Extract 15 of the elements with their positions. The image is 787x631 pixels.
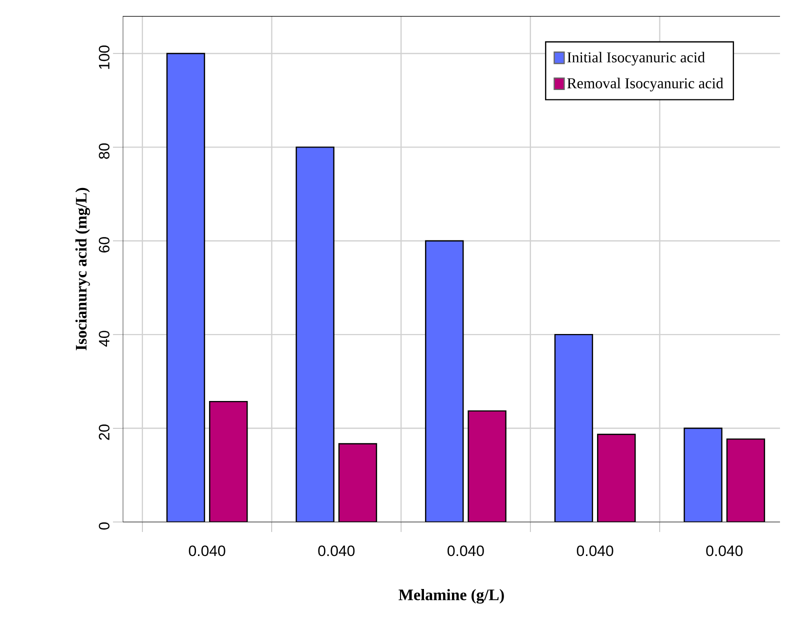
y-tick-label: 80	[98, 143, 110, 159]
legend-label: Initial Isocyanuric acid	[567, 52, 705, 66]
x-tick-label: 0.040	[576, 546, 614, 556]
x-axis-title: Melamine (g/L)	[398, 589, 504, 604]
y-tick-label: 20	[98, 424, 110, 440]
y-axis-title: Isocianuryc acid (mg/L)	[75, 188, 90, 350]
y-tick-label: 100	[98, 46, 110, 69]
x-tick-label: 0.040	[188, 546, 226, 556]
legend-label: Removal Isocyanuric acid	[567, 78, 724, 92]
x-tick-label: 0.040	[706, 546, 743, 556]
y-tick-label: 0	[98, 522, 110, 530]
y-tick-label: 40	[98, 330, 110, 347]
x-tick-label: 0.040	[448, 546, 484, 556]
y-tick-label: 60	[98, 237, 110, 252]
x-tick-label: 0.040	[318, 546, 355, 556]
